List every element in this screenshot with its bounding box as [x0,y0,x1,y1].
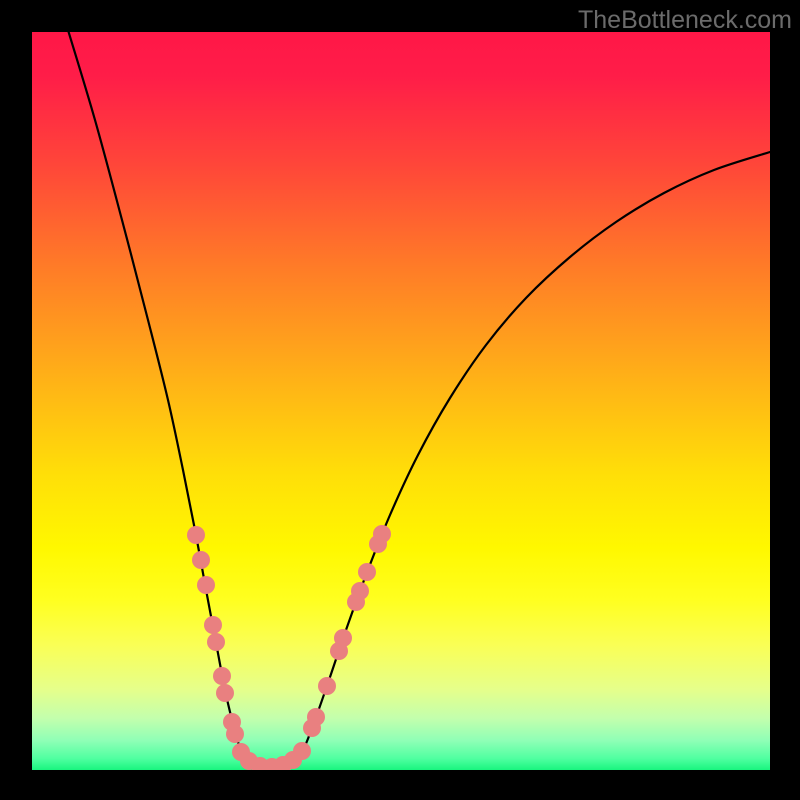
data-point [293,742,311,760]
data-point [226,725,244,743]
gradient-background [32,32,770,770]
data-point [192,551,210,569]
data-point [334,629,352,647]
data-point [358,563,376,581]
data-point [213,667,231,685]
data-point [204,616,222,634]
data-point [351,582,369,600]
data-point [318,677,336,695]
bottleneck-chart [0,0,800,800]
data-point [307,708,325,726]
data-point [207,633,225,651]
data-point [373,525,391,543]
data-point [216,684,234,702]
chart-frame: TheBottleneck.com [0,0,800,800]
data-point [197,576,215,594]
watermark-text: TheBottleneck.com [578,6,792,35]
data-point [187,526,205,544]
